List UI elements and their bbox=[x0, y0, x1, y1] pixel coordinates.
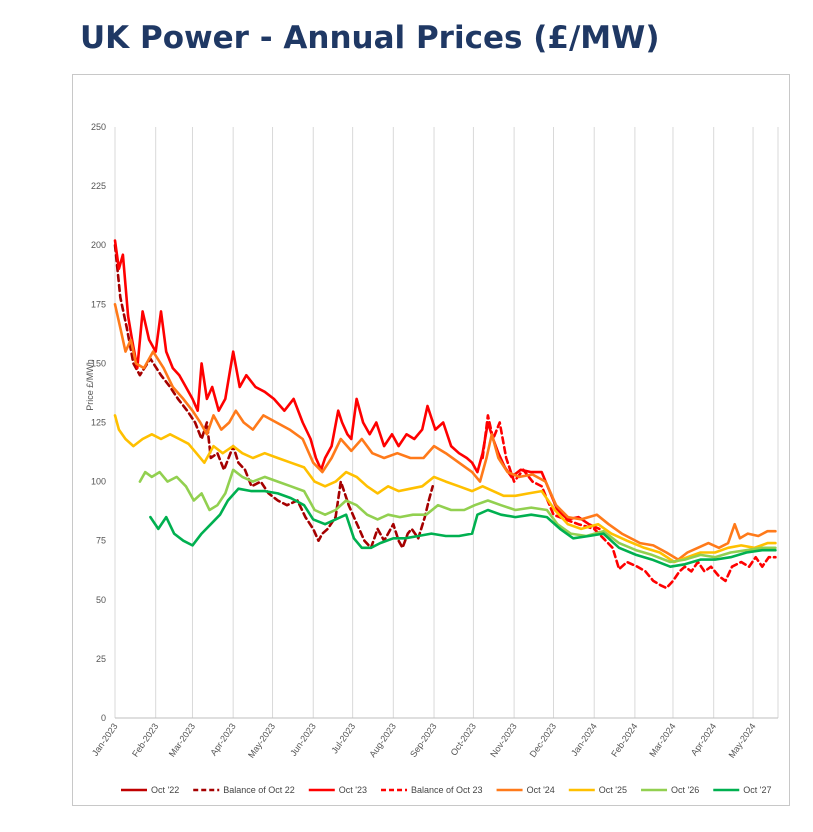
y-tick-label: 225 bbox=[91, 181, 106, 191]
legend: Oct '22 Balance of Oct 22 Oct '23 Balance o… bbox=[121, 785, 772, 795]
x-tick-label: Jul-2023 bbox=[329, 721, 357, 755]
x-tick-label: Mar-2023 bbox=[167, 721, 197, 758]
legend-label-2: Oct '23 bbox=[339, 785, 367, 795]
legend-label-3: Balance of Oct 23 bbox=[411, 785, 483, 795]
series-line-2 bbox=[113, 239, 601, 531]
page-title: UK Power - Annual Prices (£/MW) bbox=[80, 20, 660, 56]
line-chart: 0 25 50 75 100 125 150 175 200 225 250 Jan-2023 Feb… bbox=[85, 122, 779, 795]
legend-label-4: Oct '24 bbox=[527, 785, 555, 795]
x-tick-label: Nov-2023 bbox=[488, 721, 519, 759]
x-tick-label: Apr-2024 bbox=[689, 721, 718, 757]
x-tick-label: Mar-2024 bbox=[647, 721, 677, 758]
y-tick-label: 50 bbox=[96, 595, 106, 605]
x-tick-label: Feb-2023 bbox=[130, 721, 160, 758]
legend-label-1: Balance of Oct 22 bbox=[223, 785, 295, 795]
series-line-3 bbox=[481, 414, 777, 590]
x-tick-label: Apr-2023 bbox=[208, 721, 237, 757]
x-tick-label: Sep-2023 bbox=[408, 721, 439, 759]
x-tick-label: Jan-2023 bbox=[90, 721, 120, 757]
x-tick-label: Dec-2023 bbox=[528, 721, 559, 759]
legend-label-5: Oct '25 bbox=[599, 785, 627, 795]
x-tick-label: May-2024 bbox=[727, 721, 758, 760]
x-tick-label: Aug-2023 bbox=[367, 721, 398, 759]
series-line-6 bbox=[138, 468, 777, 564]
chart-frame: 0 25 50 75 100 125 150 175 200 225 250 Jan-2023 Feb… bbox=[72, 74, 790, 806]
y-tick-label: 100 bbox=[91, 477, 106, 487]
series-line-5 bbox=[113, 414, 777, 564]
y-tick-label: 175 bbox=[91, 299, 106, 309]
y-tick-label: 0 bbox=[101, 713, 106, 723]
grid-lines bbox=[114, 127, 779, 719]
x-tick-label: May-2023 bbox=[246, 721, 277, 760]
x-tick-label: Feb-2024 bbox=[609, 721, 639, 758]
x-tick-label: Oct-2023 bbox=[449, 721, 478, 757]
series-lines bbox=[113, 239, 777, 590]
y-axis-ticks: 0 25 50 75 100 125 150 175 200 225 250 bbox=[91, 122, 106, 723]
x-tick-label: Jan-2024 bbox=[569, 721, 599, 757]
x-tick-label: Jun-2023 bbox=[288, 721, 318, 757]
y-tick-label: 25 bbox=[96, 654, 106, 664]
legend-label-0: Oct '22 bbox=[151, 785, 179, 795]
series-line-1 bbox=[113, 243, 434, 550]
y-tick-label: 75 bbox=[96, 536, 106, 546]
series-line-7 bbox=[149, 487, 777, 568]
y-tick-label: 150 bbox=[91, 358, 106, 368]
y-tick-label: 125 bbox=[91, 418, 106, 428]
y-tick-label: 250 bbox=[91, 122, 106, 132]
legend-label-7: Oct '27 bbox=[743, 785, 771, 795]
y-axis-label: Price £/MWh bbox=[85, 359, 95, 411]
y-tick-label: 200 bbox=[91, 240, 106, 250]
x-axis-ticks: Jan-2023 Feb-2023 Mar-2023 Apr-2023 May-2023… bbox=[90, 721, 758, 760]
legend-label-6: Oct '26 bbox=[671, 785, 699, 795]
